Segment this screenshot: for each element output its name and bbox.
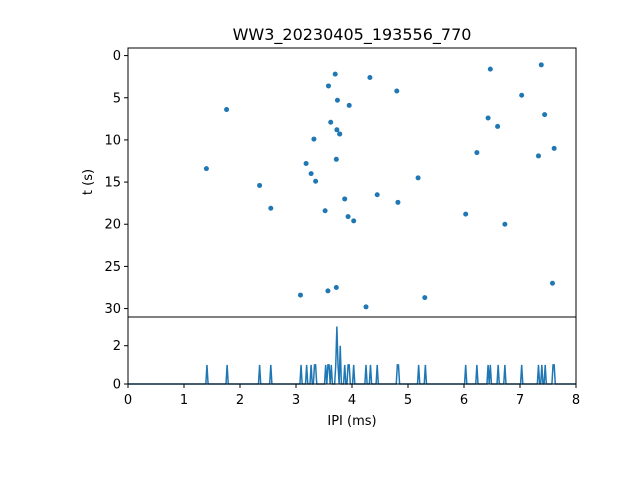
scatter-point xyxy=(334,97,340,103)
scatter-point xyxy=(332,71,338,77)
histogram-x-tick-label: 4 xyxy=(348,393,356,408)
scatter-point xyxy=(345,214,351,220)
scatter-point xyxy=(203,166,209,172)
scatter-point xyxy=(485,115,491,121)
scatter-y-tick-label: 25 xyxy=(104,260,121,275)
scatter-point xyxy=(495,123,501,129)
scatter-point xyxy=(346,102,352,108)
scatter-point xyxy=(337,131,343,137)
histogram-x-tick-label: 3 xyxy=(292,393,300,408)
scatter-point xyxy=(463,211,469,217)
histogram-x-tick-label: 1 xyxy=(180,393,188,408)
scatter-point xyxy=(474,150,480,156)
scatter-y-label: t (s) xyxy=(81,169,96,195)
scatter-point xyxy=(367,75,373,81)
scatter-y-tick-label: 15 xyxy=(104,176,121,191)
scatter-point xyxy=(325,288,331,294)
scatter-point xyxy=(394,88,400,94)
histogram-x-tick-label: 7 xyxy=(516,393,524,408)
scatter-point xyxy=(535,153,541,159)
scatter-y-tick-label: 0 xyxy=(113,49,121,64)
histogram-x-tick-label: 5 xyxy=(404,393,412,408)
histogram-x-label: IPI (ms) xyxy=(327,414,376,429)
scatter-point xyxy=(325,83,331,89)
scatter-y-tick-label: 30 xyxy=(104,302,121,317)
histogram-x-tick-label: 8 xyxy=(572,393,580,408)
scatter-point xyxy=(549,280,555,286)
scatter-point xyxy=(487,66,493,72)
scatter-point xyxy=(415,175,421,181)
scatter-y-tick-label: 5 xyxy=(113,91,121,106)
scatter-point xyxy=(342,196,348,202)
scatter-point xyxy=(363,304,369,310)
scatter-point xyxy=(311,136,317,142)
scatter-point xyxy=(297,292,303,298)
scatter-y-ticks: 0 5 10 15 20 25 30 xyxy=(104,49,128,317)
scatter-point xyxy=(308,171,314,177)
histogram-y-tick-label: 0 xyxy=(113,378,121,393)
scatter-point xyxy=(395,199,401,205)
histogram-y-ticks: 02 xyxy=(113,339,128,393)
scatter-point xyxy=(257,182,263,188)
scatter-points xyxy=(203,62,557,310)
scatter-point xyxy=(224,107,230,113)
scatter-y-tick-label: 10 xyxy=(104,133,121,148)
scatter-point xyxy=(519,92,525,98)
scatter-point xyxy=(268,205,274,211)
scatter-point xyxy=(542,112,548,118)
histogram-x-tick-label: 6 xyxy=(460,393,468,408)
scatter-point xyxy=(328,119,334,125)
scatter-point xyxy=(303,161,309,167)
scatter-point xyxy=(551,145,557,151)
histogram-x-tick-label: 2 xyxy=(236,393,244,408)
scatter-point xyxy=(422,295,428,301)
histogram-x-ticks: 0 1 2 3 4 5 6 7 8 xyxy=(124,384,580,408)
scatter-point xyxy=(333,284,339,290)
histogram-x-tick-label: 0 xyxy=(124,393,132,408)
scatter-point xyxy=(333,156,339,162)
scatter-point xyxy=(502,221,508,227)
scatter-point xyxy=(334,127,340,133)
chart-title: WW3_20230405_193556_770 xyxy=(233,25,472,45)
scatter-point xyxy=(374,192,380,198)
histogram-y-tick-label: 2 xyxy=(113,339,121,354)
scatter-point xyxy=(313,178,319,184)
scatter-point xyxy=(322,208,328,214)
scatter-point xyxy=(351,218,357,224)
scatter-point xyxy=(538,62,544,68)
scatter-y-tick-label: 20 xyxy=(104,218,121,233)
